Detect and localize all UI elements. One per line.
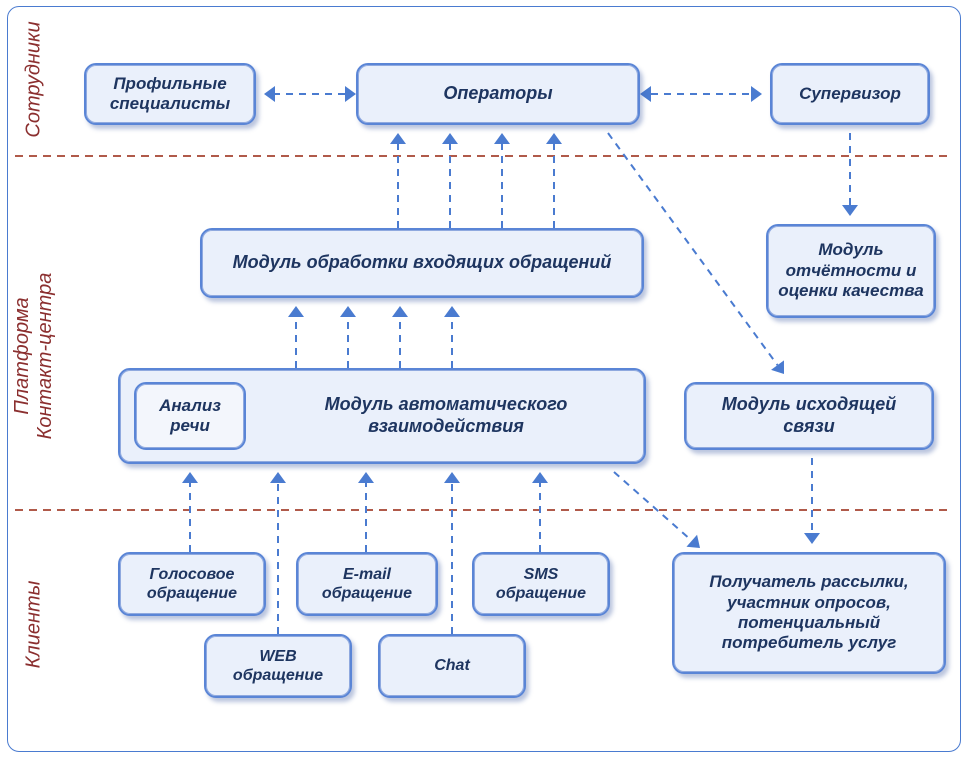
node-label-recipient: Получатель рассылки, участник опросов, п… xyxy=(709,572,908,654)
node-label-email: E-mail обращение xyxy=(322,565,412,603)
diagram-stage: Сотрудники Платформа Контакт-центра Клиент… xyxy=(0,0,966,757)
node-auto_label: Модуль автоматического взаимодействия xyxy=(256,378,636,454)
node-label-sms: SMS обращение xyxy=(496,565,586,603)
node-label-supervisor: Супервизор xyxy=(799,84,901,104)
node-label-operators: Операторы xyxy=(443,83,552,105)
node-label-reporting: Модуль отчётности и оценки качества xyxy=(778,240,923,301)
section-label-platform: Платформа Контакт-центра xyxy=(11,246,57,466)
node-supervisor: Супервизор xyxy=(770,63,930,125)
node-label-chat: Chat xyxy=(434,656,470,675)
node-chat: Chat xyxy=(378,634,526,698)
node-web: WEB обращение xyxy=(204,634,352,698)
node-label-auto_label: Модуль автоматического взаимодействия xyxy=(325,394,568,437)
node-label-specialists: Профильные специалисты xyxy=(110,74,230,115)
node-label-outbound: Модуль исходящей связи xyxy=(722,394,896,437)
node-email: E-mail обращение xyxy=(296,552,438,616)
node-operators: Операторы xyxy=(356,63,640,125)
node-recipient: Получатель рассылки, участник опросов, п… xyxy=(672,552,946,674)
node-outbound: Модуль исходящей связи xyxy=(684,382,934,450)
section-label-clients: Клиенты xyxy=(23,515,46,735)
node-label-voice: Голосовое обращение xyxy=(147,565,237,603)
node-specialists: Профильные специалисты xyxy=(84,63,256,125)
node-sms: SMS обращение xyxy=(472,552,610,616)
node-voice: Голосовое обращение xyxy=(118,552,266,616)
node-reporting: Модуль отчётности и оценки качества xyxy=(766,224,936,318)
node-label-inbound: Модуль обработки входящих обращений xyxy=(233,252,612,274)
node-inbound: Модуль обработки входящих обращений xyxy=(200,228,644,298)
section-label-employees: Сотрудники xyxy=(23,0,46,190)
node-speech: Анализ речи xyxy=(134,382,246,450)
node-label-web: WEB обращение xyxy=(233,647,323,685)
node-label-speech: Анализ речи xyxy=(159,396,221,437)
